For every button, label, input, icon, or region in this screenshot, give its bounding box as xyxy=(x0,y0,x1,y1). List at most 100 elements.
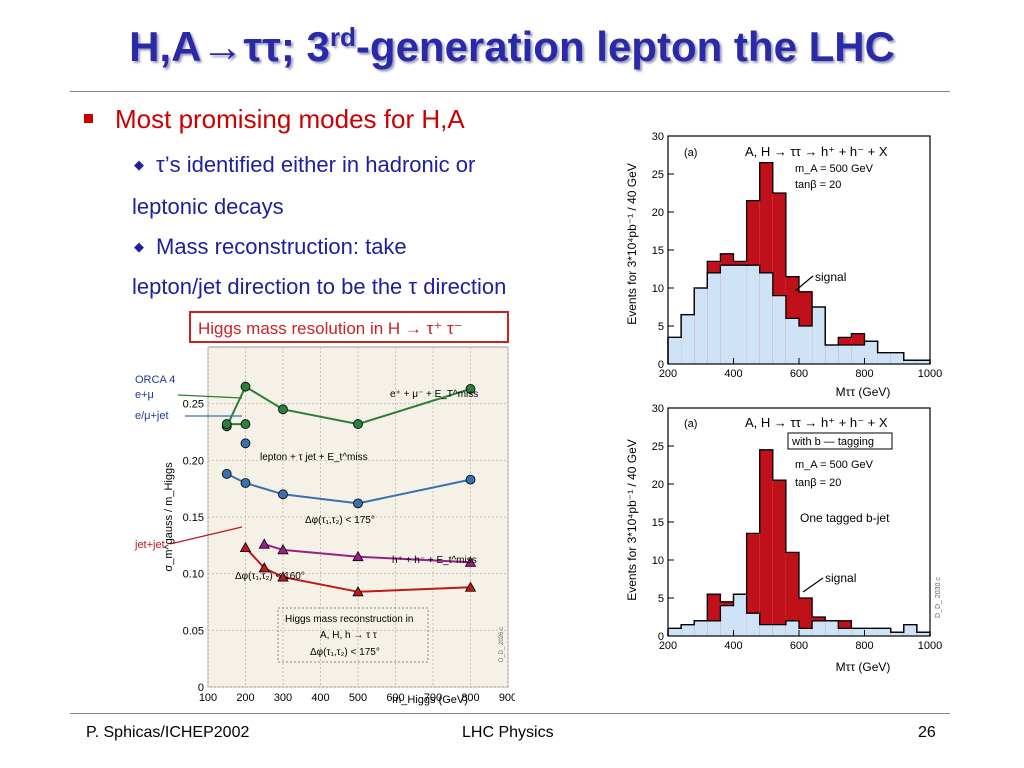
hist-signal-bar xyxy=(785,552,799,636)
sub-bullet-2: ◆ Mass reconstruction: take xyxy=(134,234,407,260)
annotation-emu: e⁺ + μ⁻ + E_T^miss xyxy=(390,389,478,400)
res-xtick: 800 xyxy=(461,692,479,704)
annotation-box xyxy=(277,607,429,663)
res-xtick: 900 xyxy=(499,692,515,704)
hist-background-bar xyxy=(890,632,904,636)
res-ytick: 0.20 xyxy=(183,455,204,467)
resolution-x-label: m_Higgs (GeV) xyxy=(392,694,468,706)
hist-background-bar xyxy=(694,288,708,364)
histogram-bottom: Events for 3*10⁴pb⁻¹ / 40 GeV 200 400 600 8… xyxy=(625,403,942,674)
hist-xtick: 600 xyxy=(790,640,808,652)
title-superscript: rd xyxy=(329,22,356,52)
hist-xtick: 400 xyxy=(724,640,742,652)
res-point xyxy=(221,419,232,429)
hist-xtick: 400 xyxy=(724,368,742,380)
hist-top-text-2: tanβ = 20 xyxy=(795,179,841,191)
hist-ytick: 0 xyxy=(658,359,664,371)
hist-total-outline xyxy=(667,449,931,636)
hist-bottom-title: A, H → ττ → h⁺ + h⁻ + X xyxy=(745,415,888,430)
res-point xyxy=(278,404,288,415)
hist-background-bar xyxy=(838,628,852,636)
hist-top-panel-label: (a) xyxy=(684,147,697,159)
legend-jetjet-arrow xyxy=(169,526,243,545)
res-point xyxy=(352,550,364,562)
hist-background-bar xyxy=(799,326,813,364)
legend-emu: e+μ xyxy=(135,389,154,401)
hist-signal-bar xyxy=(759,449,773,636)
hist-total-outline xyxy=(667,161,931,364)
hist-background-bar xyxy=(772,295,786,364)
annotation-dphi-175: Δφ(τ₁,τ₂) < 175° xyxy=(305,515,375,526)
hist-background-bar xyxy=(903,360,917,364)
legend-jetjet: jet+jet xyxy=(134,539,165,551)
hist-background-bar xyxy=(681,624,695,636)
hist-background-bar xyxy=(694,620,708,636)
hist-ytick: 15 xyxy=(652,245,664,257)
hist-bottom-x-label: Mττ (GeV) xyxy=(836,660,891,674)
hist-background-bar xyxy=(916,360,930,364)
res-point xyxy=(240,381,251,392)
square-bullet-icon xyxy=(84,114,93,123)
hist-background-bar xyxy=(707,272,721,364)
annotation-hh: h⁺ + h⁻ + E_t^miss xyxy=(392,555,477,566)
resolution-y-label: σ_m^gauss / m_Higgs xyxy=(163,462,175,572)
hist-background-bar xyxy=(890,352,904,364)
hist-background-bar xyxy=(681,314,695,364)
res-ytick: 0.15 xyxy=(183,512,204,524)
res-xtick: 100 xyxy=(199,692,217,704)
hist-background-bar xyxy=(799,628,813,636)
hist-background-bar xyxy=(903,624,917,636)
hist-background-bar xyxy=(785,318,799,364)
hist-background-bar xyxy=(838,345,852,364)
res-point xyxy=(352,585,364,597)
hist-background-bar xyxy=(825,620,839,636)
hist-xtick: 200 xyxy=(659,640,677,652)
hist-xtick: 1000 xyxy=(918,640,942,652)
hist-bottom-y-label: Events for 3*10⁴pb⁻¹ / 40 GeV xyxy=(625,439,639,601)
hist-top-y-label: Events for 3*10⁴pb⁻¹ / 40 GeV xyxy=(625,163,639,325)
sub-bullet-2-line2: lepton/jet direction to be the τ directi… xyxy=(132,274,507,299)
res-ytick: 0.10 xyxy=(183,569,204,581)
legend-lepjet: e/μ+jet xyxy=(135,410,169,422)
hist-bottom-text-3: One tagged b-jet xyxy=(800,511,890,525)
hist-ytick: 20 xyxy=(652,479,664,491)
annotation-box-line1: Higgs mass reconstruction in xyxy=(285,614,413,625)
res-point xyxy=(239,541,252,552)
hist-background-bar xyxy=(746,613,760,636)
res-point xyxy=(277,571,289,582)
res-point xyxy=(240,419,251,429)
res-ytick: 0.25 xyxy=(183,399,204,411)
title-main: H,A→ττ; 3 xyxy=(129,23,330,70)
hist-xtick: 600 xyxy=(790,368,808,380)
res-xtick: 300 xyxy=(274,692,292,704)
res-point xyxy=(465,384,476,394)
sub-bullet-1-line2: leptonic decays xyxy=(132,194,284,219)
hist-background-bar xyxy=(864,628,878,636)
hist-background-bar xyxy=(772,624,786,636)
hist-bottom-signal-arrow xyxy=(802,577,824,593)
bullet-main: Most promising modes for H,A xyxy=(84,104,604,135)
hist-bottom-bars xyxy=(667,407,931,637)
res-point xyxy=(240,438,251,449)
res-xtick: 700 xyxy=(424,692,442,704)
legend-emu-arrow xyxy=(177,394,243,399)
diamond-bullet-icon: ◆ xyxy=(134,157,144,172)
hist-background-bar xyxy=(759,272,773,364)
res-point xyxy=(464,581,477,592)
histogram-top: Events for 3*10⁴pb⁻¹ / 40 GeV 200 400 600 8… xyxy=(625,131,942,399)
res-point xyxy=(277,544,289,555)
hist-bottom-signal-label: signal xyxy=(825,571,856,585)
annotation-box-line2: A, H, h → τ τ xyxy=(320,630,377,641)
hist-background-bar xyxy=(825,345,839,364)
hist-signal-bar xyxy=(799,598,813,636)
hist-background-bar xyxy=(916,632,930,636)
res-point xyxy=(465,474,476,485)
res-point xyxy=(353,419,363,429)
hist-background-bar xyxy=(707,620,721,636)
hist-bottom-btag-label: with b — tagging xyxy=(791,436,874,448)
slide-title: H,A→ττ; 3rd-generation lepton the LHC xyxy=(0,22,1024,71)
hist-ytick: 5 xyxy=(658,593,664,605)
res-point xyxy=(278,489,288,500)
res-point xyxy=(221,469,232,479)
hist-ytick: 20 xyxy=(652,207,664,219)
